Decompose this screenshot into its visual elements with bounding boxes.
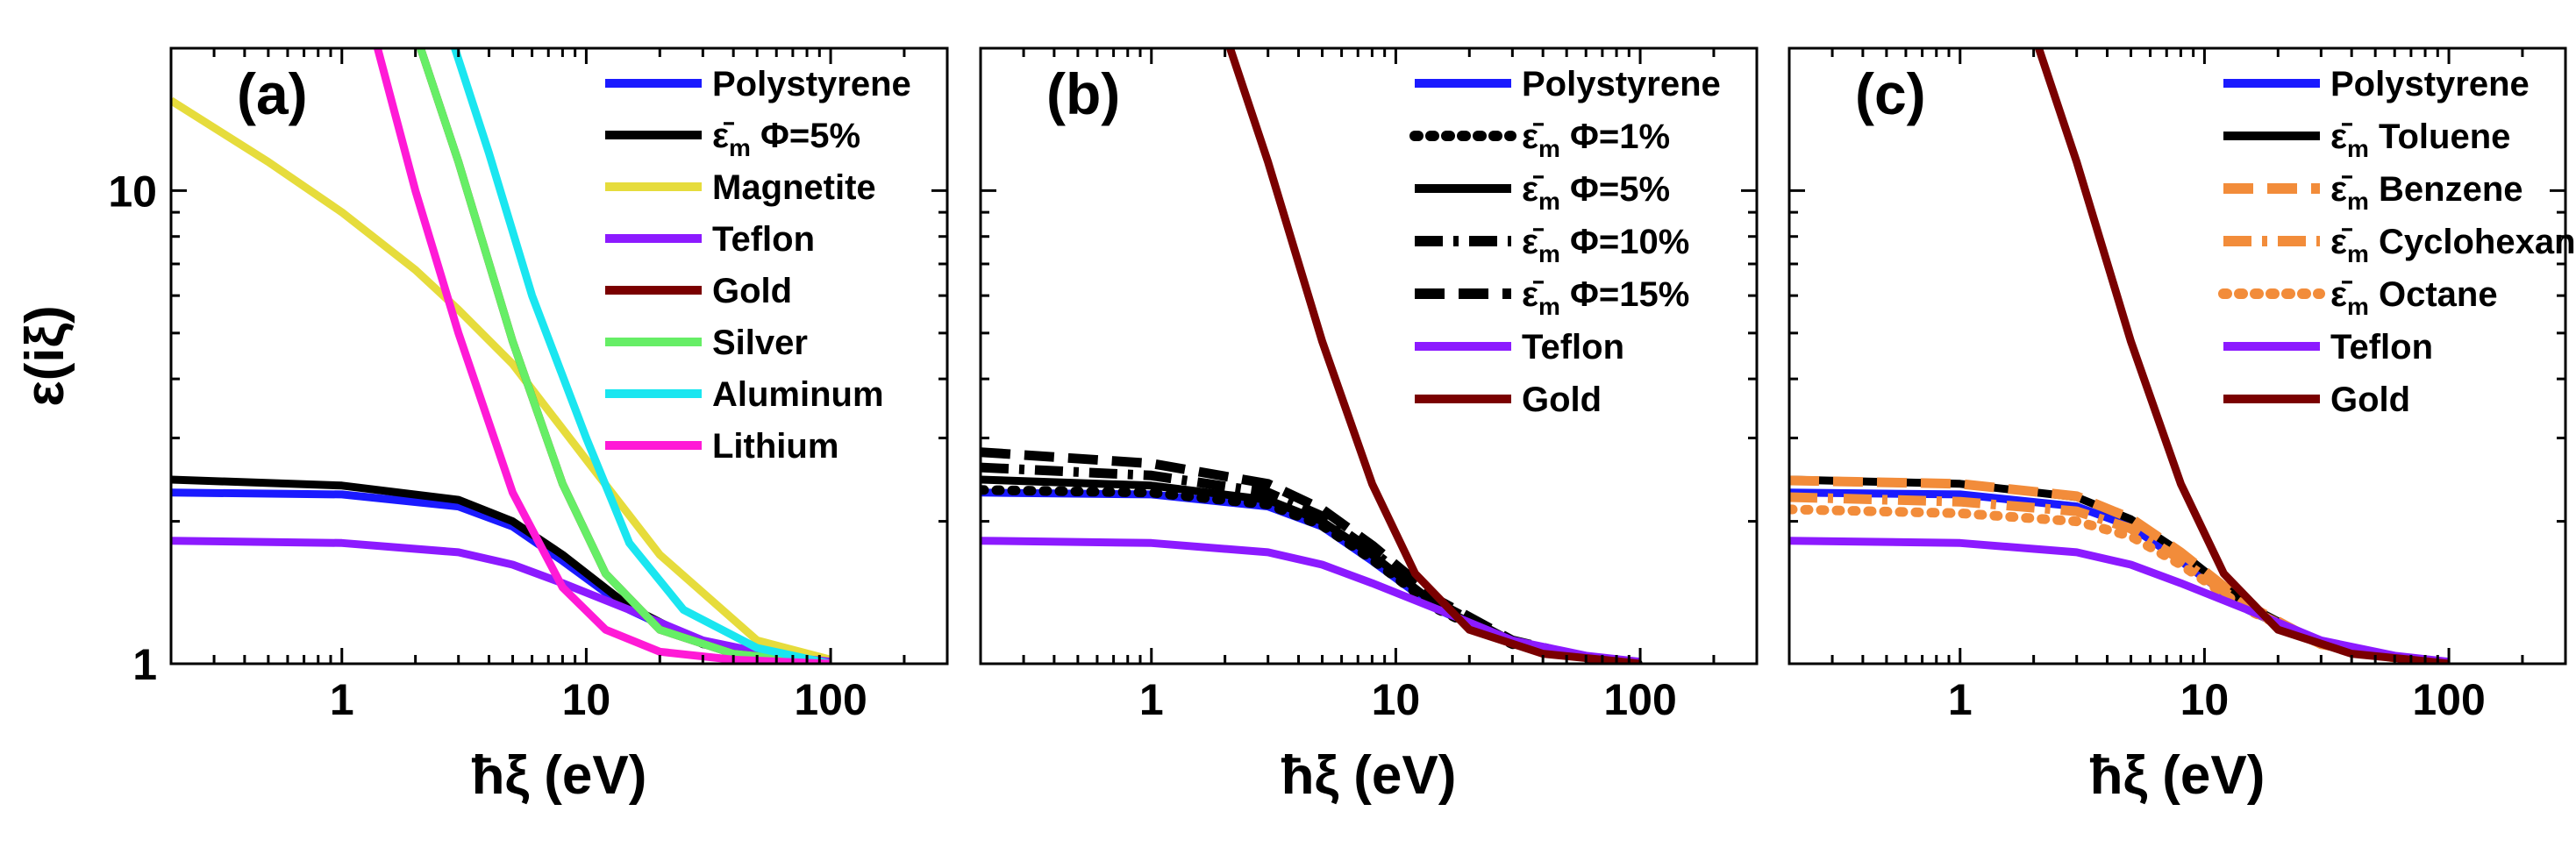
legend-label: ε̄m Cyclohexane bbox=[2330, 223, 2576, 267]
series-line-magnetite bbox=[171, 96, 832, 664]
legend-label: Silver bbox=[712, 324, 808, 362]
series-line-gold bbox=[1226, 48, 1641, 664]
series-line-teflon bbox=[171, 537, 831, 664]
series-line-octane bbox=[1789, 504, 2454, 664]
legend-label: Teflon bbox=[712, 220, 815, 259]
panel-label: (b) bbox=[1046, 61, 1120, 126]
x-axis-title: ħξ (eV) bbox=[2090, 745, 2266, 806]
y-tick-label: 10 bbox=[108, 167, 157, 216]
legend-label: ε̄m Octane bbox=[2330, 275, 2498, 320]
legend-label: ε̄m Φ=15% bbox=[1522, 275, 1689, 320]
x-tick-label: 10 bbox=[2180, 675, 2230, 724]
x-tick-label: 1 bbox=[1948, 675, 1973, 724]
plot-frame bbox=[979, 46, 1759, 665]
plot-frame bbox=[1788, 46, 2567, 665]
x-tick-label: 10 bbox=[1372, 675, 1421, 724]
legend-label: ε̄m Φ=5% bbox=[1522, 170, 1670, 215]
chart-panel: 1 10 100 1 10 ħξ (eV) ε(iξ) (a) Polystyrene ε̄m Φ… bbox=[15, 46, 949, 806]
panel-label: (c) bbox=[1855, 61, 1926, 126]
y-tick-label: 1 bbox=[132, 640, 157, 689]
legend-label: ε̄m Benzene bbox=[2330, 170, 2523, 215]
legend-label: Gold bbox=[1522, 381, 1602, 419]
legend-label: Lithium bbox=[712, 427, 838, 466]
legend-label: Teflon bbox=[2330, 328, 2433, 367]
legend-label: Polystyrene bbox=[2330, 65, 2530, 103]
x-tick-label: 100 bbox=[794, 675, 867, 724]
x-tick-label: 1 bbox=[330, 675, 354, 724]
x-tick-label: 1 bbox=[1139, 675, 1164, 724]
x-axis-title: ħξ (eV) bbox=[1281, 745, 1457, 806]
legend-label: Teflon bbox=[1522, 328, 1624, 367]
legend-label: ε̄m Φ=1% bbox=[1522, 117, 1670, 162]
legend-label: ε̄m Toluene bbox=[2330, 117, 2510, 162]
series-line-lithium bbox=[374, 48, 831, 664]
legend-label: ε̄m Φ=5% bbox=[712, 117, 860, 161]
chart-panel: 1 10 100 ħξ (eV) (b) Polystyrene ε̄m Φ=1% ε̄m Φ… bbox=[979, 46, 1759, 806]
legend-label: Gold bbox=[712, 272, 792, 310]
series-line-cyclohexane bbox=[1789, 492, 2450, 664]
x-axis-title: ħξ (eV) bbox=[472, 745, 647, 806]
legend-label: Polystyrene bbox=[1522, 65, 1721, 103]
legend-label: Aluminum bbox=[712, 375, 884, 414]
legend-label: Polystyrene bbox=[712, 65, 911, 103]
legend-label: ε̄m Φ=10% bbox=[1522, 223, 1689, 267]
series-line-teflon bbox=[1789, 537, 2450, 664]
plot-frame bbox=[169, 46, 949, 665]
chart-panel: 1 10 100 ħξ (eV) (c) Polystyrene ε̄m Toluene ε̄… bbox=[1788, 46, 2576, 806]
x-tick-label: 100 bbox=[2412, 675, 2485, 724]
y-axis-title: ε(iξ) bbox=[15, 305, 75, 407]
x-tick-label: 100 bbox=[1603, 675, 1676, 724]
legend-label: Magnetite bbox=[712, 168, 876, 207]
series-line-gold bbox=[2035, 48, 2450, 664]
series-line-aluminum bbox=[451, 48, 832, 664]
x-tick-label: 10 bbox=[562, 675, 611, 724]
series-line-teflon bbox=[981, 537, 1641, 664]
legend-label: Gold bbox=[2330, 381, 2410, 419]
panel-label: (a) bbox=[237, 61, 308, 126]
